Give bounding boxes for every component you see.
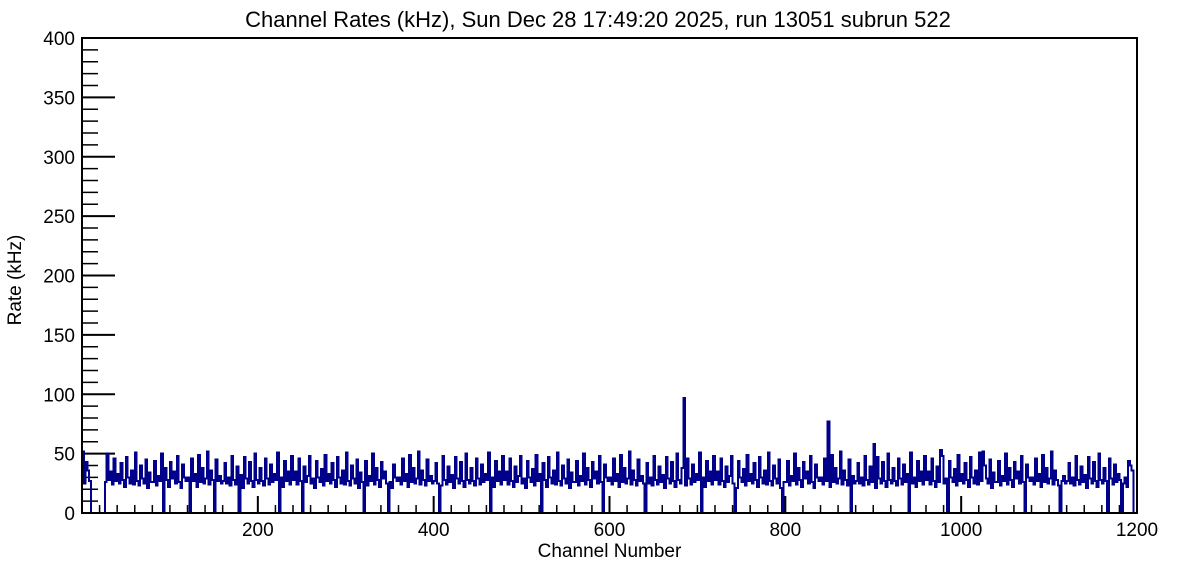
y-tick-label: 250 — [43, 207, 75, 228]
rate-histogram — [81, 396, 1137, 514]
x-tick-label: 200 — [242, 520, 274, 541]
plot-frame — [81, 37, 1138, 514]
x-tick-label: 600 — [594, 520, 626, 541]
y-tick-label: 400 — [43, 29, 75, 50]
y-tick-label: 150 — [43, 326, 75, 347]
x-tick-label: 400 — [418, 520, 450, 541]
y-tick-label: 0 — [64, 504, 75, 525]
y-tick-label: 50 — [54, 445, 75, 466]
y-tick-label: 200 — [43, 267, 75, 288]
y-tick-label: 300 — [43, 148, 75, 169]
chart-title: Channel Rates (kHz), Sun Dec 28 17:49:20… — [245, 7, 951, 32]
x-tick-label: 1000 — [940, 520, 982, 541]
x-tick-label: 1200 — [1116, 520, 1158, 541]
x-axis-title: Channel Number — [537, 541, 682, 562]
y-tick-label: 350 — [43, 88, 75, 109]
x-tick-label: 800 — [769, 520, 801, 541]
y-tick-label: 100 — [43, 385, 75, 406]
